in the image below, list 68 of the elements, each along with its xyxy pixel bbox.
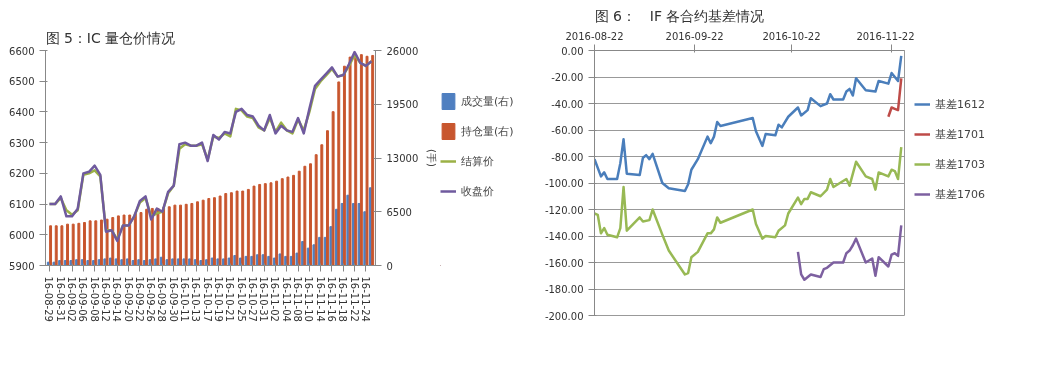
y-tick-label: -100.00 — [544, 178, 584, 189]
x-tick-label: 16-08-29 — [43, 276, 55, 322]
y-tick-label: -140.00 — [544, 231, 584, 242]
y2-axis-title: (手) — [426, 149, 438, 167]
legend-label: 基差1706 — [935, 186, 985, 202]
x-tick-label: 16-10-25 — [235, 276, 247, 322]
x-tick-label: 16-09-20 — [122, 276, 134, 322]
y2-tick-label: 19500 — [386, 99, 419, 111]
x-tick-label: 16-10-13 — [190, 276, 202, 322]
y2-tick-label: 13000 — [386, 153, 419, 164]
x-tick-label: 16-11-10 — [303, 276, 315, 322]
x-tick-label: 16-09-08 — [88, 276, 100, 322]
x-tick-label: 16-09-02 — [66, 276, 78, 322]
x-tick-label: 16-10-27 — [246, 276, 258, 322]
y-tick-label: 0.00 — [561, 45, 584, 57]
legend-label: 基差1701 — [935, 126, 985, 142]
x-tick-label: 16-10-21 — [224, 276, 236, 322]
y-tick-label: 6100 — [9, 199, 35, 211]
legend-label: 收盘价 — [461, 183, 494, 199]
y-tick-label: -60.00 — [551, 125, 584, 136]
x-tick-label: 2016-10-22 — [762, 30, 821, 42]
y-tick-label: -160.00 — [544, 257, 584, 269]
x-tick-label: 16-09-22 — [133, 276, 145, 322]
x-tick-label: 16-09-26 — [145, 276, 157, 322]
x-tick-label: 2016-09-22 — [665, 30, 724, 42]
x-tick-label: 16-11-14 — [314, 276, 326, 322]
y-tick-label: -20.00 — [551, 72, 584, 83]
chart-title: 图 5：IC 量仓价情况 — [45, 29, 176, 46]
y-tick-label: -80.00 — [551, 151, 584, 163]
x-tick-label: 16-09-12 — [99, 276, 111, 322]
x-tick-label: 16-10-17 — [201, 276, 213, 322]
y-tick-label: -200.00 — [544, 310, 584, 322]
y-tick-label: 6600 — [9, 45, 35, 57]
y-tick-label: 6300 — [9, 137, 35, 149]
y-tick-label: -180.00 — [544, 284, 584, 295]
legend-label: 基差1703 — [935, 156, 985, 172]
y-tick-label: 5900 — [9, 260, 35, 272]
x-tick-label: 16-11-08 — [292, 276, 304, 322]
legend-label: 基差1612 — [935, 96, 985, 112]
x-tick-label: 16-09-06 — [77, 276, 89, 322]
x-tick-label: 16-10-31 — [258, 276, 270, 322]
x-tick-label: 16-10-19 — [212, 276, 224, 322]
x-tick-label: 16-11-16 — [325, 276, 337, 322]
x-tick-label: 16-09-28 — [156, 276, 168, 322]
x-tick-label: 16-08-31 — [54, 276, 66, 322]
x-tick-label: 2016-11-22 — [856, 30, 915, 42]
x-tick-label: 16-11-02 — [269, 276, 281, 322]
legend-label: 持仓量(右) — [461, 123, 514, 139]
x-tick-label: 16-11-04 — [280, 276, 292, 322]
y-tick-label: -40.00 — [551, 98, 584, 110]
legend-label: 成交量(右) — [461, 93, 514, 109]
y-tick-label: 6200 — [9, 168, 35, 180]
x-tick-label: 16-11-22 — [348, 276, 360, 322]
x-tick-label: 16-11-18 — [337, 276, 349, 322]
y2-tick-label: 0 — [386, 260, 393, 272]
y-tick-label: 6000 — [9, 229, 35, 241]
chart-title: 图 6： IF 各合约基差情况 — [594, 7, 765, 24]
y2-tick-label: 6500 — [386, 206, 412, 218]
x-tick-label: 16-09-30 — [167, 276, 179, 322]
x-tick-label: 16-11-24 — [359, 276, 371, 322]
y-tick-label: 6400 — [9, 106, 35, 118]
y-tick-label: 6500 — [9, 76, 35, 88]
y-tick-label: -120.00 — [544, 204, 584, 216]
legend-label: 结算价 — [461, 153, 494, 169]
x-tick-label: 16-09-14 — [111, 276, 123, 322]
x-tick-label: 2016-08-22 — [565, 30, 624, 42]
x-tick-label: 16-10-11 — [179, 276, 191, 322]
y2-tick-label: 26000 — [386, 45, 419, 57]
